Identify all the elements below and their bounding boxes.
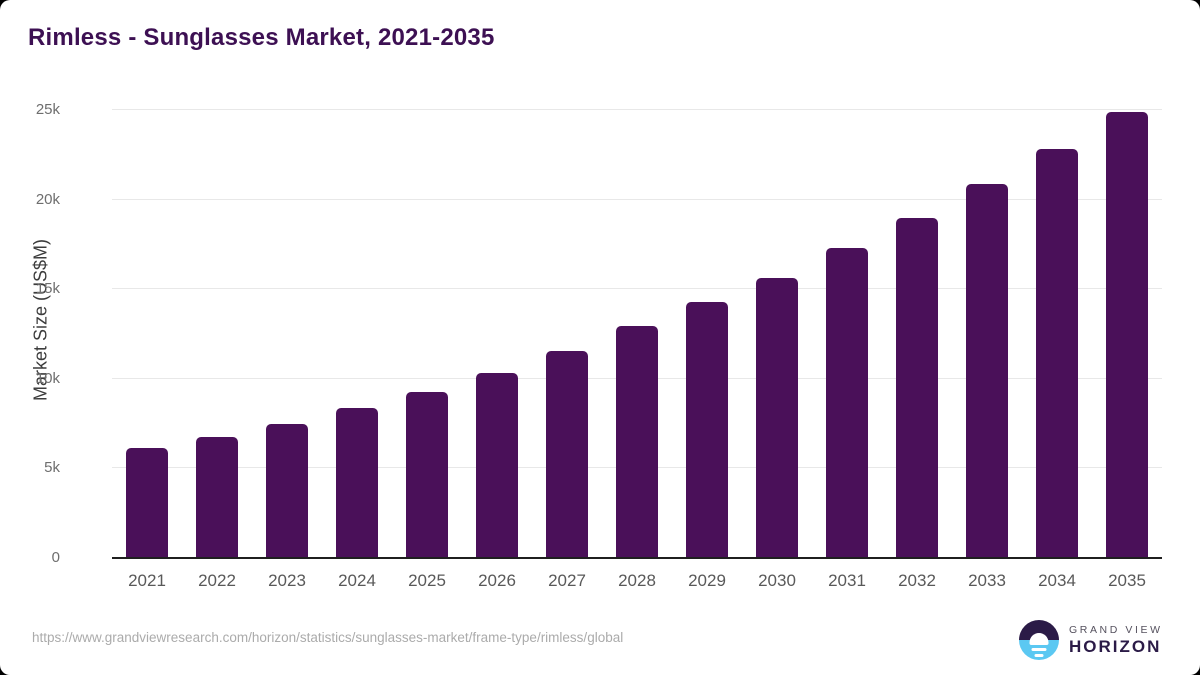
bar-column-2027: 2027 [532, 110, 602, 590]
bar-2032[interactable] [896, 217, 938, 558]
x-tick-label: 2033 [968, 571, 1006, 590]
bar-2024[interactable] [336, 408, 378, 558]
bar-2034[interactable] [1036, 149, 1078, 558]
x-tick-label: 2022 [198, 571, 236, 590]
bar-2022[interactable] [196, 437, 238, 558]
x-tick-label: 2027 [548, 571, 586, 590]
chart-title: Rimless - Sunglasses Market, 2021-2035 [28, 24, 495, 51]
brand-name-bottom: HORIZON [1069, 636, 1162, 656]
plot-area: 0 5k 10k 15k 20k 25k 2021 2022 2023 2024 2025 2026… [36, 101, 1162, 590]
x-tick-label: 2021 [128, 571, 166, 590]
bar-columns: 2021 2022 2023 2024 2025 2026 2027 2028 2029 2030… [112, 110, 1162, 590]
x-axis-line [112, 557, 1162, 559]
bar-column-2032: 2032 [882, 110, 952, 590]
x-tick-label: 2031 [828, 571, 866, 590]
bar-2021[interactable] [126, 447, 168, 558]
gridline [112, 109, 1162, 110]
bar-2027[interactable] [546, 351, 588, 558]
bar-column-2035: 2035 [1092, 110, 1162, 590]
x-tick-label: 2024 [338, 571, 376, 590]
x-tick-label: 2023 [268, 571, 306, 590]
x-tick-label: 2032 [898, 571, 936, 590]
x-tick-label: 2028 [618, 571, 656, 590]
y-tick-label: 5k [44, 459, 60, 477]
brand-text: GRAND VIEW HORIZON [1069, 624, 1163, 657]
bar-2029[interactable] [686, 301, 728, 558]
bar-column-2024: 2024 [322, 110, 392, 590]
bar-column-2022: 2022 [182, 110, 252, 590]
bar-column-2029: 2029 [672, 110, 742, 590]
sun-reflection-line [1031, 648, 1047, 651]
y-tick-label: 10k [35, 369, 60, 387]
x-tick-label: 2035 [1108, 571, 1146, 590]
bar-column-2026: 2026 [462, 110, 532, 590]
x-tick-label: 2025 [408, 571, 446, 590]
bar-column-2021: 2021 [112, 110, 182, 590]
y-tick-label: 0 [51, 549, 60, 566]
x-tick-label: 2030 [758, 571, 796, 590]
bar-2030[interactable] [756, 277, 798, 558]
x-tick-label: 2034 [1038, 571, 1076, 590]
gridline [112, 288, 1162, 290]
sun-shape [1029, 633, 1049, 645]
bar-column-2028: 2028 [602, 110, 672, 590]
x-tick-label: 2029 [688, 571, 726, 590]
bar-column-2034: 2034 [1022, 110, 1092, 590]
grand-view-horizon-logo: GRAND VIEW HORIZON [1019, 620, 1163, 660]
y-tick-label: 25k [35, 101, 60, 118]
x-tick-label: 2026 [478, 571, 516, 590]
bar-column-2030: 2030 [742, 110, 812, 590]
bar-2026[interactable] [476, 373, 518, 558]
gridline [112, 198, 1162, 200]
brand-name-top: GRAND VIEW [1069, 623, 1163, 636]
bar-column-2033: 2033 [952, 110, 1022, 590]
bar-2028[interactable] [616, 325, 658, 558]
bar-column-2031: 2031 [812, 110, 882, 590]
horizon-sun-logo-icon [1019, 620, 1059, 660]
bar-column-2023: 2023 [252, 110, 322, 590]
y-tick-label: 15k [35, 280, 60, 298]
sun-reflection-line [1034, 653, 1044, 657]
bar-2031[interactable] [826, 247, 868, 558]
y-tick-label: 20k [35, 190, 60, 208]
bar-2035[interactable] [1106, 111, 1148, 558]
bar-2025[interactable] [406, 392, 448, 558]
bar-2023[interactable] [266, 423, 308, 558]
bar-column-2025: 2025 [392, 110, 462, 590]
bar-2033[interactable] [966, 184, 1008, 558]
source-url: https://www.grandviewresearch.com/horizo… [32, 630, 624, 645]
